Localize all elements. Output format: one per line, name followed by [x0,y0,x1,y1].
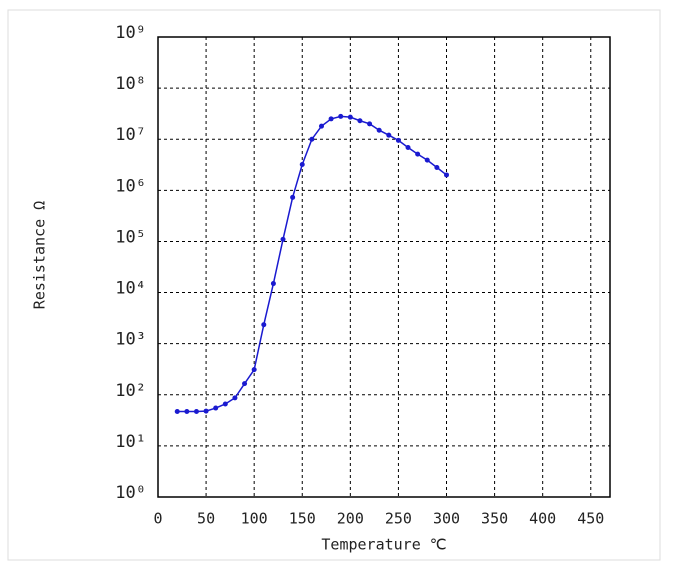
y-axis-label: Resistance Ω [31,201,49,309]
x-tick-label: 50 [197,510,215,528]
data-point [193,409,199,415]
data-point [395,137,401,143]
data-point [328,116,334,122]
data-point [174,409,180,415]
data-point [299,162,305,168]
x-tick-label: 200 [337,510,364,528]
data-point [424,157,430,163]
x-tick-label: 300 [433,510,460,528]
y-tick-label: 10⁹ [115,23,146,43]
data-point [347,114,353,120]
data-point [251,367,257,373]
x-tick-label: 100 [241,510,268,528]
y-tick-label: 10⁶ [115,176,146,196]
y-tick-label: 10⁵ [115,227,146,247]
data-point [270,281,276,287]
x-tick-label: 400 [529,510,556,528]
y-tick-label: 10³ [115,330,146,350]
x-tick-label: 150 [289,510,316,528]
x-axis-label: Temperature ℃ [321,536,446,554]
data-point [338,113,344,119]
data-line [177,115,447,413]
data-point [318,123,324,129]
x-tick-label: 0 [153,510,162,528]
data-point [213,405,219,411]
data-point [357,118,363,124]
y-tick-label: 10⁴ [115,279,146,299]
y-tick-label: 10¹ [115,432,146,452]
data-point [242,381,248,387]
data-point [222,401,228,407]
y-tick-label: 10⁸ [115,74,146,94]
data-point [386,132,392,138]
data-point [203,408,209,414]
data-point [290,194,296,200]
data-point [405,144,411,150]
x-tick-label: 350 [481,510,508,528]
data-point [444,172,450,178]
data-point [376,127,382,133]
data-point [415,151,421,157]
data-point [261,322,267,328]
data-point [280,236,286,242]
x-tick-label: 450 [577,510,604,528]
data-point [434,164,440,170]
x-tick-label: 250 [385,510,412,528]
data-point [367,121,373,127]
frame [7,9,661,561]
data-point [309,136,315,142]
y-tick-label: 10² [115,381,146,401]
y-tick-label: 10⁷ [115,125,146,145]
y-tick-label: 10⁰ [115,483,146,503]
data-point [184,409,190,415]
data-point [232,395,238,401]
